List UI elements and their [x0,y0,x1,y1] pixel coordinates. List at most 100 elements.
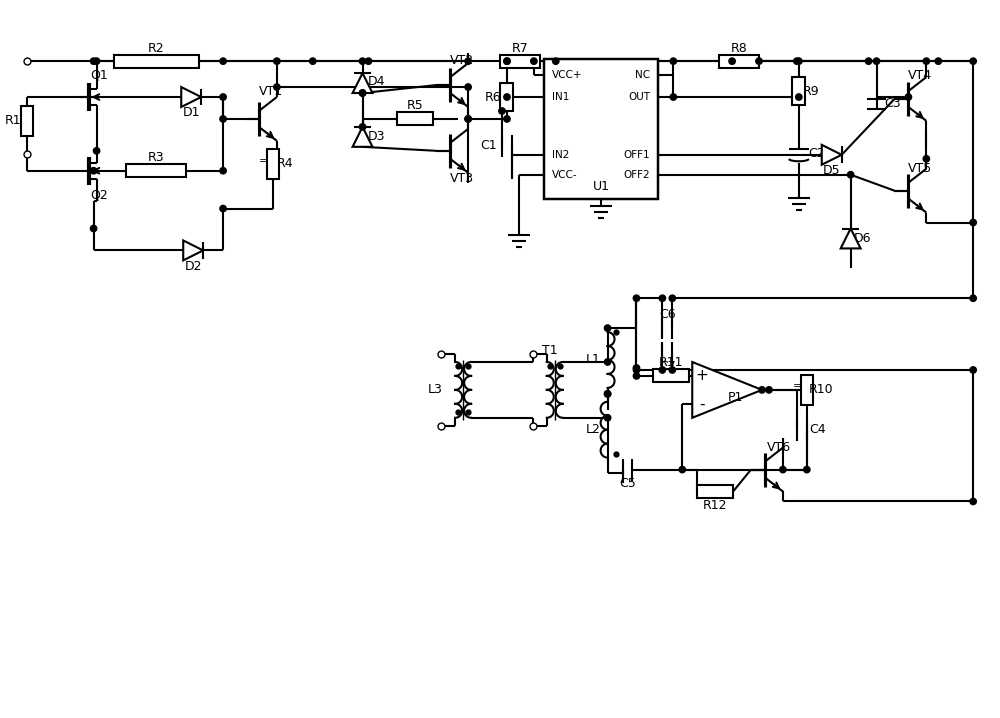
Circle shape [90,225,97,232]
Text: C4: C4 [809,423,826,437]
Circle shape [670,94,677,101]
Bar [114,55,199,67]
Bar [697,485,733,498]
Circle shape [670,58,677,65]
Circle shape [274,58,280,65]
Text: D6: D6 [854,232,871,245]
Circle shape [365,58,372,65]
Text: D3: D3 [368,131,385,144]
Bar [126,164,186,177]
Text: R2: R2 [148,42,165,55]
Text: VT2: VT2 [450,54,474,67]
Text: VT4: VT4 [908,69,932,82]
Circle shape [93,58,100,65]
Text: R1: R1 [5,114,21,127]
Text: VT3: VT3 [450,172,474,185]
Text: Q2: Q2 [91,188,108,201]
Text: R12: R12 [703,499,727,512]
Polygon shape [353,127,372,146]
Text: R11: R11 [659,356,684,370]
Text: R5: R5 [407,100,424,113]
Circle shape [970,58,976,65]
Text: R7: R7 [512,42,529,55]
Circle shape [669,367,676,373]
Text: C5: C5 [619,477,636,490]
Text: D1: D1 [182,106,200,119]
Bar [719,55,759,67]
Text: T1: T1 [542,343,558,357]
Text: D5: D5 [823,164,841,177]
Text: VT5: VT5 [908,162,932,175]
Circle shape [359,90,366,96]
Circle shape [804,467,810,472]
Circle shape [659,295,666,302]
Text: U1: U1 [593,180,610,193]
Text: D2: D2 [184,260,202,273]
Circle shape [465,84,471,90]
Text: IN1: IN1 [552,92,569,102]
Bar [653,370,689,383]
Circle shape [220,116,226,122]
Bar [801,375,813,405]
Circle shape [90,167,97,174]
Circle shape [633,367,640,373]
Circle shape [796,58,802,65]
Circle shape [553,58,559,65]
Text: L1: L1 [586,353,601,366]
Circle shape [359,123,366,130]
Bar [267,149,279,179]
Circle shape [970,498,976,505]
Text: L3: L3 [428,383,443,396]
Text: NC: NC [635,70,650,80]
Circle shape [794,58,800,65]
Polygon shape [692,362,762,418]
Text: R6: R6 [485,90,501,103]
Circle shape [865,58,872,65]
Circle shape [359,58,366,65]
Circle shape [220,58,226,65]
Circle shape [679,467,685,472]
Circle shape [220,167,226,174]
Circle shape [759,387,765,393]
Text: VT6: VT6 [767,441,791,454]
Circle shape [729,58,735,65]
Text: C7: C7 [659,360,676,373]
Circle shape [504,58,510,65]
Circle shape [90,58,97,65]
Text: =: = [259,156,269,166]
Text: =: = [793,381,803,391]
Circle shape [923,156,930,162]
Circle shape [766,387,772,393]
Circle shape [531,58,537,65]
Circle shape [310,58,316,65]
Bar [792,77,805,105]
Text: D4: D4 [368,75,385,88]
Circle shape [465,116,471,122]
Circle shape [633,365,640,371]
Circle shape [274,84,280,90]
Text: IN2: IN2 [552,150,569,160]
Circle shape [93,148,100,154]
Circle shape [504,58,510,65]
Circle shape [923,58,930,65]
Circle shape [504,116,510,122]
Circle shape [604,414,611,421]
Bar [397,113,433,126]
Circle shape [847,172,854,178]
Bar [21,106,33,136]
Text: C2: C2 [808,147,825,160]
Text: R10: R10 [808,383,833,396]
Circle shape [873,58,880,65]
Circle shape [604,325,611,331]
Circle shape [359,90,366,96]
Circle shape [465,58,471,65]
Text: P1: P1 [727,391,743,404]
Circle shape [935,58,941,65]
Text: -: - [699,396,705,411]
Circle shape [796,94,802,101]
Circle shape [604,391,611,397]
Bar [544,59,658,199]
Text: VT1: VT1 [259,85,283,98]
Circle shape [970,295,976,302]
Text: C1: C1 [481,139,497,152]
